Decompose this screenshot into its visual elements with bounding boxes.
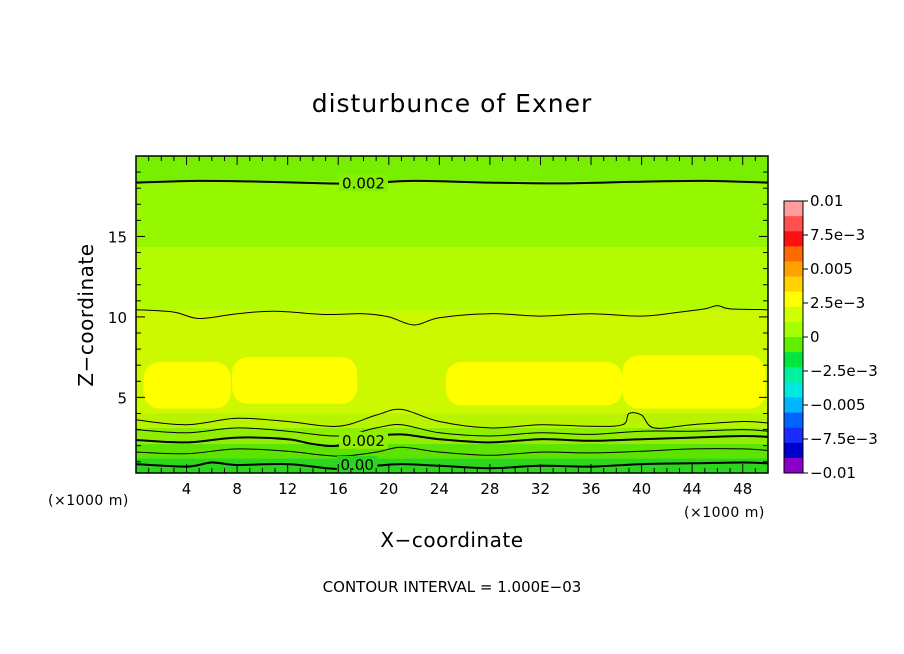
colorbar: [783, 200, 804, 474]
colorbar-swatch: [784, 397, 803, 413]
colorbar-swatch: [784, 231, 803, 247]
colorbar-label: −7.5e−3: [810, 430, 878, 448]
high-value-patches: [143, 355, 766, 409]
contour-label-1: 0.002: [342, 432, 385, 450]
y-axis-ticks: 5 10 15: [108, 171, 768, 463]
contour-line-4: [136, 433, 768, 448]
contour-line-5: [136, 446, 768, 457]
x-tick-label: 28: [480, 480, 499, 498]
colorbar-label: 7.5e−3: [810, 226, 865, 244]
colorbar-swatch: [784, 306, 803, 323]
contour-line-1: [136, 305, 768, 326]
x-tick-label: 8: [232, 480, 242, 498]
colorbar-swatch: [784, 427, 803, 444]
x-unit-label-left: (×1000 m): [48, 493, 129, 509]
x-tick-label: 24: [430, 480, 449, 498]
x-tick-label: 44: [683, 480, 702, 498]
fill-band-4: [136, 413, 768, 428]
contour-line-3: [136, 424, 768, 437]
filled-contour-bands: [136, 156, 768, 473]
colorbar-label: −2.5e−3: [810, 362, 878, 380]
colorbar-swatch: [784, 382, 803, 398]
x-tick-label: 12: [278, 480, 297, 498]
contour-label-bg-2: [337, 455, 378, 473]
fill-band-1: [136, 181, 768, 248]
yellow-patch-0: [143, 361, 231, 409]
yellow-patch-2: [445, 361, 623, 406]
colorbar-swatch: [784, 457, 803, 474]
contour-label-0: 0.002: [342, 174, 385, 192]
colorbar-label: −0.01: [810, 464, 856, 482]
colorbar-swatch: [784, 442, 803, 459]
contour-line-6: [136, 461, 768, 471]
contour-label-bg-1: [339, 431, 389, 449]
x-axis-label: X−coordinate: [380, 528, 523, 552]
colorbar-label: 0.01: [810, 192, 843, 210]
yellow-patch-3: [622, 355, 766, 409]
colorbar-swatch: [784, 261, 803, 277]
colorbar-swatch: [784, 291, 803, 308]
colorbar-swatch: [784, 216, 803, 232]
x-unit-label-right: (×1000 m): [684, 505, 765, 521]
contour-line-2: [136, 408, 768, 429]
colorbar-label: 2.5e−3: [810, 294, 865, 312]
colorbar-swatch: [784, 352, 803, 368]
colorbar-swatch: [784, 367, 803, 383]
colorbar-label: 0.005: [810, 260, 853, 278]
colorbar-swatch: [784, 276, 803, 292]
colorbar-swatch: [784, 412, 803, 428]
colorbar-swatch: [784, 337, 803, 353]
fill-band-6: [136, 444, 768, 459]
contour-lines: [136, 179, 768, 471]
colorbar-label: −0.005: [810, 396, 866, 414]
y-tick-label: 5: [117, 389, 127, 407]
x-tick-label: 40: [632, 480, 651, 498]
contour-label-bg-0: [339, 174, 389, 192]
y-tick-label: 10: [108, 309, 127, 327]
colorbar-swatch: [784, 321, 803, 338]
colorbar-labels: 0.01 7.5e−3 0.005 2.5e−3 0 −2.5e−3 −0.005 −7.5e…: [803, 192, 878, 482]
x-tick-label: 20: [379, 480, 398, 498]
fill-band-5: [136, 427, 768, 445]
x-tick-label: 32: [531, 480, 550, 498]
contour-labels: 0.002 0.002 0.00: [337, 174, 389, 474]
fill-band-2: [136, 247, 768, 311]
contour-line-0: [136, 179, 768, 185]
x-axis-ticks: 4 8 12 16 20 24 28 32 36 40 44 48: [148, 156, 756, 498]
contour-label-2: 0.00: [340, 456, 373, 474]
colorbar-swatch: [784, 246, 803, 262]
chart-title: disturbunce of Exner: [312, 89, 593, 118]
x-tick-label: 48: [733, 480, 752, 498]
contour-interval-note: CONTOUR INTERVAL = 1.000E−03: [323, 578, 582, 596]
x-tick-label: 36: [581, 480, 600, 498]
yellow-patch-1: [232, 357, 358, 404]
y-axis-label: Z−coordinate: [74, 243, 98, 386]
x-tick-label: 4: [182, 480, 192, 498]
plot-area: 0.002 0.002 0.00: [136, 156, 768, 474]
colorbar-label: 0: [810, 328, 820, 346]
x-tick-label: 16: [329, 480, 348, 498]
y-tick-label: 15: [108, 228, 127, 246]
colorbar-swatch: [784, 201, 803, 217]
